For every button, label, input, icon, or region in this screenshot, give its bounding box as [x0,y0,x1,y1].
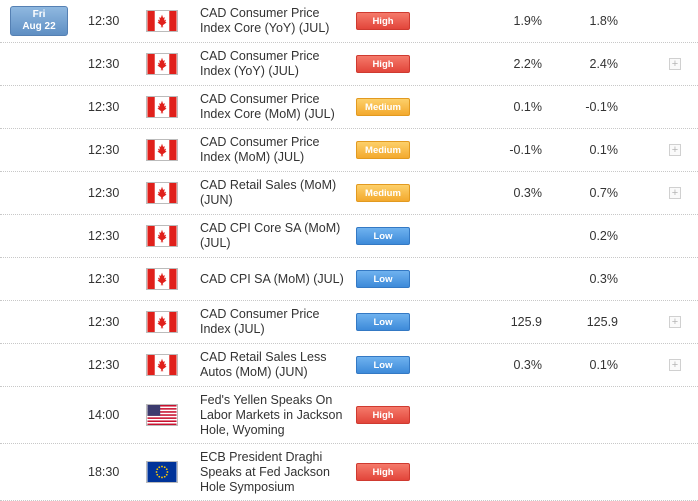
actual-value [480,387,542,443]
expand-plus-icon[interactable]: + [669,316,681,328]
event-name: ECB President Draghi Speaks at Fed Jacks… [200,449,330,494]
table-row[interactable]: 12:30 CAD CPI Core SA (MoM) (JUL) Low 0.… [0,215,698,258]
event-time: 12:30 [88,272,120,286]
expand-plus-icon[interactable]: + [669,58,681,70]
expand-plus-icon[interactable]: + [669,187,681,199]
canada-flag-icon [146,10,178,32]
event-name: CAD Consumer Price Index Core (MoM) (JUL… [200,92,335,121]
event-time: 12:30 [88,229,120,243]
table-row[interactable]: 12:30 CAD Retail Sales (MoM) (JUN) Mediu… [0,172,698,215]
event-time: 12:30 [88,143,120,157]
canada-flag-icon [146,354,178,376]
importance-badge: Medium [356,184,410,202]
canada-flag-icon [146,182,178,204]
importance-badge: Medium [356,98,410,116]
date-date: Aug 22 [22,21,56,32]
canada-flag-icon [146,139,178,161]
date-day: Fri [32,9,46,20]
forecast-value: 125.9 [586,315,618,329]
event-name: CAD Retail Sales (MoM) (JUN) [200,178,337,207]
event-name: CAD CPI Core SA (MoM) (JUL) [200,221,341,250]
table-row[interactable]: Fri Aug 22 12:30 CAD Consumer Price Inde… [0,0,698,43]
importance-badge: High [356,12,410,30]
event-name: CAD Consumer Price Index Core (YoY) (JUL… [200,6,330,35]
canada-flag-icon [146,311,178,333]
expand-plus-icon[interactable]: + [669,144,681,156]
table-row[interactable]: 12:30 CAD CPI SA (MoM) (JUL) Low 0.3% [0,258,698,301]
date-cell: Fri Aug 22 [10,0,70,42]
actual-value: 125.9 [510,315,542,329]
event-name: CAD Consumer Price Index (JUL) [200,307,320,336]
canada-flag-icon [146,96,178,118]
table-row[interactable]: 14:00 Fed's Yellen Speaks On Labor Marke… [0,387,698,444]
canada-flag-icon [146,268,178,290]
actual-value: 0.3% [513,186,543,200]
usa-flag-icon [146,404,178,426]
eu-flag-icon [146,461,178,483]
actual-value [480,258,542,300]
expand-plus-icon[interactable]: + [669,359,681,371]
actual-value: 1.9% [513,14,543,28]
importance-badge: Medium [356,141,410,159]
table-row[interactable]: 12:30 CAD Consumer Price Index (YoY) (JU… [0,43,698,86]
canada-flag-icon [146,53,178,75]
event-name: CAD Retail Sales Less Autos (MoM) (JUN) [200,350,327,379]
event-time: 12:30 [88,315,120,329]
importance-badge: High [356,55,410,73]
event-time: 12:30 [88,186,120,200]
event-name: CAD Consumer Price Index (YoY) (JUL) [200,49,320,78]
forecast-value: 0.2% [589,229,619,243]
table-row[interactable]: 12:30 CAD Consumer Price Index Core (MoM… [0,86,698,129]
event-time: 14:00 [88,408,120,422]
forecast-value: 1.8% [589,14,619,28]
event-time: 12:30 [88,57,120,71]
forecast-value: 2.4% [589,57,619,71]
canada-flag-icon [146,225,178,247]
actual-value: -0.1% [509,143,542,157]
table-row[interactable]: 12:30 CAD Retail Sales Less Autos (MoM) … [0,344,698,387]
forecast-value: 0.7% [589,186,619,200]
event-name: CAD CPI SA (MoM) (JUL) [200,271,344,286]
table-row[interactable]: 18:30 ECB President Draghi Speaks at Fed… [0,444,698,501]
event-name: Fed's Yellen Speaks On Labor Markets in … [200,392,343,437]
importance-badge: Low [356,313,410,331]
forecast-value: -0.1% [585,100,618,114]
importance-badge: High [356,463,410,481]
forecast-value: 0.3% [589,272,619,286]
forecast-value [562,387,618,443]
importance-badge: Low [356,227,410,245]
forecast-value: 0.1% [589,143,619,157]
importance-badge: Low [356,270,410,288]
event-time: 12:30 [88,100,120,114]
table-row[interactable]: 12:30 CAD Consumer Price Index (JUL) Low… [0,301,698,344]
actual-value [480,444,542,500]
date-badge: Fri Aug 22 [10,6,68,36]
forecast-value [562,444,618,500]
event-time: 18:30 [88,465,120,479]
table-row[interactable]: 12:30 CAD Consumer Price Index (MoM) (JU… [0,129,698,172]
event-name: CAD Consumer Price Index (MoM) (JUL) [200,135,320,164]
forecast-value: 0.1% [589,358,619,372]
event-time: 12:30 [88,14,120,28]
actual-value: 0.1% [513,100,543,114]
actual-value [480,215,542,257]
importance-badge: Low [356,356,410,374]
actual-value: 2.2% [513,57,543,71]
importance-badge: High [356,406,410,424]
actual-value: 0.3% [513,358,543,372]
event-time: 12:30 [88,358,120,372]
